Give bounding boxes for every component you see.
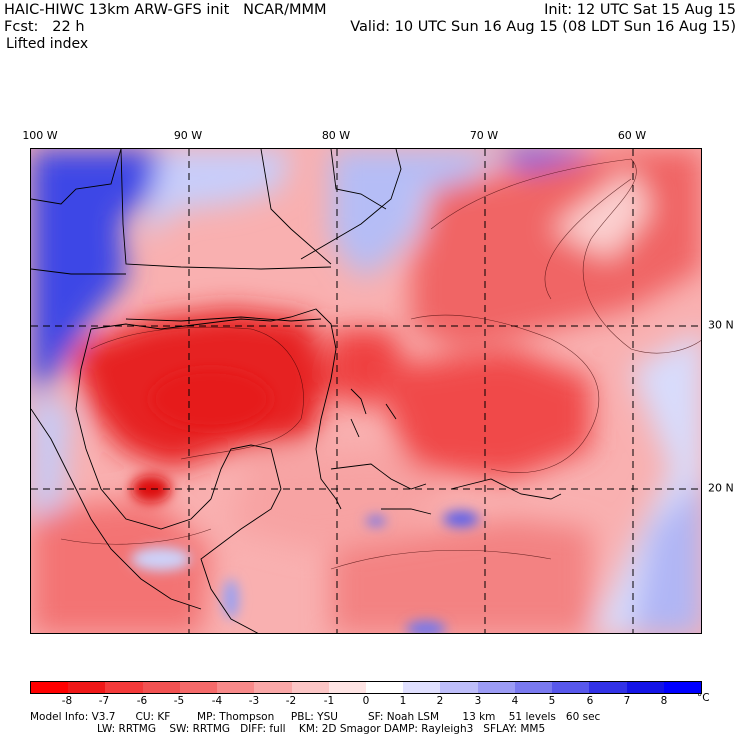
cb-tick: 1 [399, 695, 407, 707]
color-scale-cell [328, 682, 366, 693]
cb-tick: -7 [98, 695, 110, 707]
cb-tick: 4 [511, 695, 519, 707]
model-title: HAIC-HIWC 13km ARW-GFS init NCAR/MMM [4, 2, 327, 18]
valid-time: Valid: 10 UTC Sun 16 Aug 15 (08 LDT Sun … [350, 19, 736, 35]
cb-tick: 6 [586, 695, 594, 707]
field-details [131, 369, 479, 633]
cb-tick: 3 [474, 695, 482, 707]
model-info-line2: LW: RRTMG SW: RRTMG DIFF: full KM: 2D Sm… [97, 723, 546, 735]
color-scale-cell [552, 682, 590, 693]
cb-tick: -8 [61, 695, 73, 707]
lon-label-70w: 70 W [469, 129, 499, 142]
lon-label-60w: 60 W [617, 129, 647, 142]
contours [60, 158, 701, 570]
init-time: Init: 12 UTC Sat 15 Aug 15 [544, 2, 736, 18]
color-scale-cell [365, 682, 404, 693]
color-scale-cell [291, 682, 329, 693]
lifted-index-map [31, 149, 701, 633]
color-scale-cell [663, 682, 701, 693]
color-scale-cell [403, 682, 441, 693]
cb-tick: -6 [136, 695, 148, 707]
graticule [31, 149, 701, 633]
lat-label-20n: 20 N [708, 481, 734, 495]
color-scale-cell [105, 682, 143, 693]
cb-tick: -5 [173, 695, 185, 707]
color-scale-bar [30, 681, 702, 694]
field-name: Lifted index [6, 36, 89, 52]
color-scale-cell [626, 682, 664, 693]
lon-label-100w: 100 W [22, 129, 58, 142]
color-scale-cell [68, 682, 106, 693]
cb-tick: 2 [436, 695, 444, 707]
cb-tick: 7 [623, 695, 631, 707]
color-scale-cell [142, 682, 180, 693]
map-panel [30, 148, 702, 634]
lon-label-90w: 90 W [173, 129, 203, 142]
cb-tick: 0 [362, 695, 370, 707]
forecast-hour: Fcst: 22 h [4, 19, 85, 35]
field-shading [31, 149, 701, 633]
color-scale-cell [217, 682, 255, 693]
color-scale-cell [440, 682, 478, 693]
color-scale-cell [179, 682, 218, 693]
model-info-line1: Model Info: V3.7 CU: KF MP: Thompson PBL… [30, 711, 601, 723]
cb-tick: 5 [548, 695, 556, 707]
cb-tick: -4 [211, 695, 223, 707]
cb-tick: -2 [285, 695, 297, 707]
color-scale-cell [514, 682, 553, 693]
color-scale-cell [31, 682, 69, 693]
color-scale-cell [254, 682, 292, 693]
cb-tick: 8 [660, 695, 668, 707]
color-scale-unit: °C [697, 692, 710, 704]
cb-tick: -3 [248, 695, 260, 707]
lat-label-30n: 30 N [708, 318, 734, 332]
cb-tick: -1 [323, 695, 335, 707]
color-scale-cell [589, 682, 627, 693]
lon-label-80w: 80 W [321, 129, 351, 142]
color-scale-cell [477, 682, 515, 693]
